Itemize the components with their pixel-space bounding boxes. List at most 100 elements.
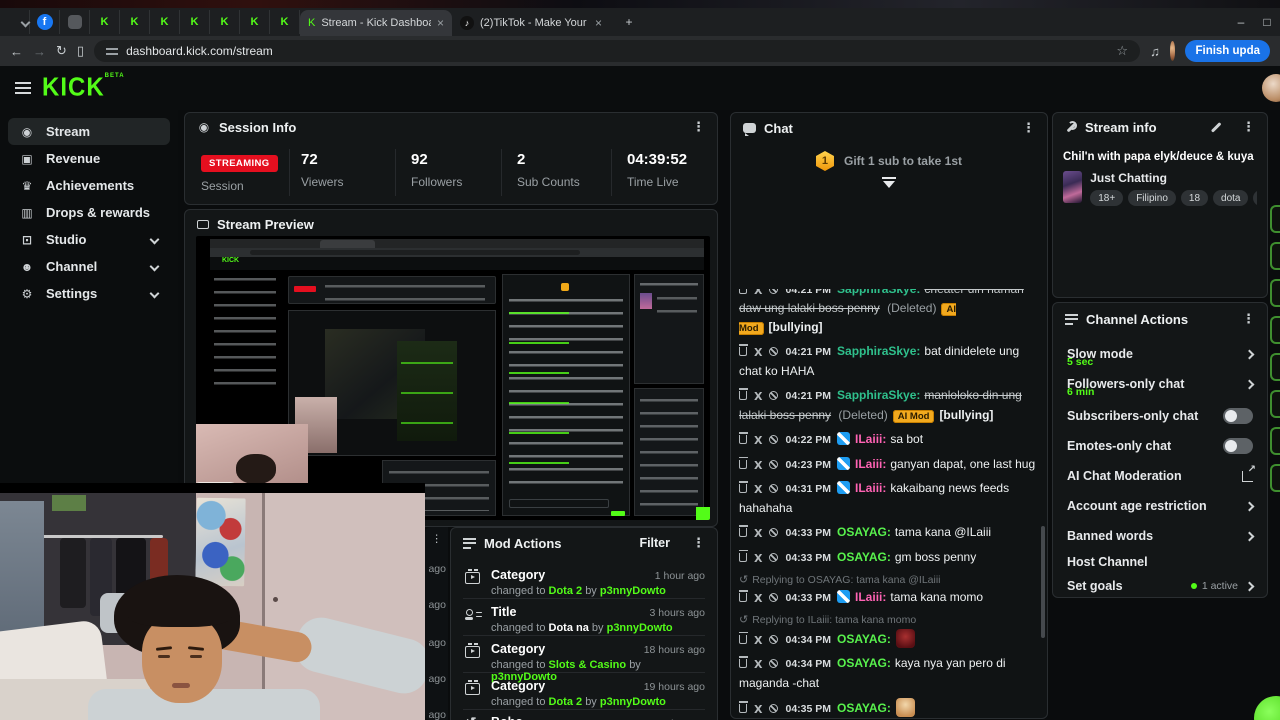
edge-widget[interactable] [1270,242,1280,270]
tab-kick-dashboard[interactable]: K Stream - Kick Dashboard × [300,10,452,36]
delete-message-icon[interactable] [739,432,748,445]
finish-update-button[interactable]: Finish upda [1185,40,1270,62]
delete-message-icon[interactable] [739,388,748,401]
close-tab-icon[interactable]: × [436,16,444,30]
edge-widget[interactable] [1270,316,1280,344]
message-username[interactable]: ILaiii [855,590,886,604]
ban-user-icon[interactable] [769,391,779,401]
pinned-tab-kick[interactable]: K [240,10,270,34]
category-thumbnail[interactable] [1063,171,1083,203]
tab-tiktok[interactable]: ♪ (2)TikTok - Make Your Day × [452,10,610,36]
delete-message-icon[interactable] [739,289,747,294]
address-bar[interactable]: dashboard.kick.com/stream ☆ [94,40,1141,62]
timeout-user-icon[interactable]: X [754,458,763,472]
followers-only-row[interactable]: Followers-only chat 6 min [1053,369,1267,399]
timeout-user-icon[interactable]: X [754,483,763,497]
delete-message-icon[interactable] [739,525,748,537]
ban-user-icon[interactable] [769,435,779,445]
ban-user-icon[interactable] [769,459,779,469]
kebab-menu-icon[interactable]: ⋮ [1022,120,1035,135]
timeout-user-icon[interactable]: X [754,289,763,297]
sidebar-item-studio[interactable]: ⊡ Studio [8,226,170,253]
timeout-user-icon[interactable]: X [754,527,763,540]
back-icon[interactable]: ← [10,43,23,59]
pinned-tab-kick[interactable]: K [150,10,180,34]
ban-user-icon[interactable] [769,704,779,714]
support-chat-fab[interactable] [1254,696,1280,720]
minimize-window-button[interactable]: – [1237,15,1245,29]
playlist-extension-icon[interactable]: ♫ [1150,43,1160,59]
message-username[interactable]: OSAYAG [837,701,891,715]
edge-widget[interactable] [1270,205,1280,233]
chat-message-list[interactable]: X04:21 PMSapphiraSkyecheater din naman d… [739,289,1037,718]
ban-user-icon[interactable] [769,347,779,357]
mod-action-row[interactable]: Title changed to Dota na by p3nnyDowto 3… [463,599,705,636]
tag[interactable]: funlive [1253,190,1257,206]
message-username[interactable]: OSAYAG [837,656,891,670]
message-username[interactable]: OSAYAG [837,550,891,564]
side-panel-icon[interactable]: ▯ [76,43,85,58]
delete-message-icon[interactable] [739,701,748,714]
user-avatar[interactable] [1262,74,1280,102]
ban-user-icon[interactable] [769,289,779,294]
timeout-user-icon[interactable]: X [754,551,763,565]
stream-preview-image[interactable]: KICK [196,236,710,520]
reload-icon[interactable]: ↻ [56,43,67,58]
gift-sub-banner[interactable]: 1 Gift 1 sub to take 1st [731,151,1047,171]
pinned-tab-kick[interactable]: K [210,10,240,34]
close-tab-icon[interactable]: × [594,16,602,30]
site-settings-icon[interactable] [106,46,119,56]
sidebar-item-revenue[interactable]: ▣ Revenue [8,145,170,172]
ban-user-icon[interactable] [769,528,779,537]
delete-message-icon[interactable] [739,481,748,494]
chat-scrollbar[interactable] [1041,526,1045,638]
sidebar-item-drops-rewards[interactable]: ▥ Drops & rewards [8,199,170,226]
kebab-menu-icon[interactable]: ⋮ [1242,311,1255,326]
delete-message-icon[interactable] [739,590,748,603]
sidebar-item-achievements[interactable]: ♛ Achievements [8,172,170,199]
pinned-tab-generic[interactable] [60,10,90,34]
new-tab-button[interactable]: + [625,15,633,29]
delete-message-icon[interactable] [739,549,748,562]
filter-button[interactable]: Filter [639,536,670,550]
mod-action-row[interactable]: ↺ Bobo 1 day ago [463,710,705,720]
tag[interactable]: dota [1213,190,1249,206]
mod-action-row[interactable]: Category changed to Slots & Casino by p3… [463,636,705,683]
sidebar-item-settings[interactable]: ⚙ Settings [8,280,170,307]
sidebar-item-stream[interactable]: ◉ Stream [8,118,170,145]
mod-action-row[interactable]: Category changed to Dota 2 by p3nnyDowto… [463,562,705,599]
timeout-user-icon[interactable]: X [754,703,763,717]
subscribers-only-toggle[interactable] [1223,408,1253,424]
message-username[interactable]: OSAYAG [837,525,891,539]
account-age-row[interactable]: Account age restriction [1053,491,1267,521]
ban-user-icon[interactable] [769,484,779,494]
ban-user-icon[interactable] [769,593,779,603]
menu-hamburger-icon[interactable] [15,82,31,94]
delete-message-icon[interactable] [739,344,748,357]
timeout-user-icon[interactable]: X [754,633,763,647]
edit-pencil-icon[interactable] [1210,121,1222,133]
category-name[interactable]: Just Chatting [1090,171,1167,185]
timeout-user-icon[interactable]: X [754,592,763,606]
pinned-tab-kick[interactable]: K [90,10,120,34]
ban-user-icon[interactable] [769,659,779,669]
tag[interactable]: 18+ [1090,190,1124,206]
bookmark-star-icon[interactable]: ☆ [1116,43,1129,58]
message-username[interactable]: ILaiii [855,481,886,495]
ai-chat-moderation-row[interactable]: AI Chat Moderation [1053,461,1267,491]
edge-widget[interactable] [1270,279,1280,307]
host-channel-row[interactable]: Host Channel [1067,555,1148,569]
timeout-user-icon[interactable]: X [754,658,763,672]
pinned-tab-kick[interactable]: K [120,10,150,34]
pinned-tab-facebook[interactable]: f [30,10,60,34]
delete-message-icon[interactable] [739,456,748,469]
pinned-tab-kick[interactable]: K [270,10,300,34]
tab-search-chevron-icon[interactable] [0,10,31,34]
pinned-tab-kick[interactable]: K [180,10,210,34]
edge-widget[interactable] [1270,353,1280,381]
delete-message-icon[interactable] [739,631,748,644]
kebab-menu-icon[interactable]: ⋮ [431,533,443,545]
tag[interactable]: 18 [1180,190,1209,206]
restore-window-button[interactable]: □ [1263,15,1271,29]
kebab-menu-icon[interactable]: ⋮ [1242,119,1255,134]
